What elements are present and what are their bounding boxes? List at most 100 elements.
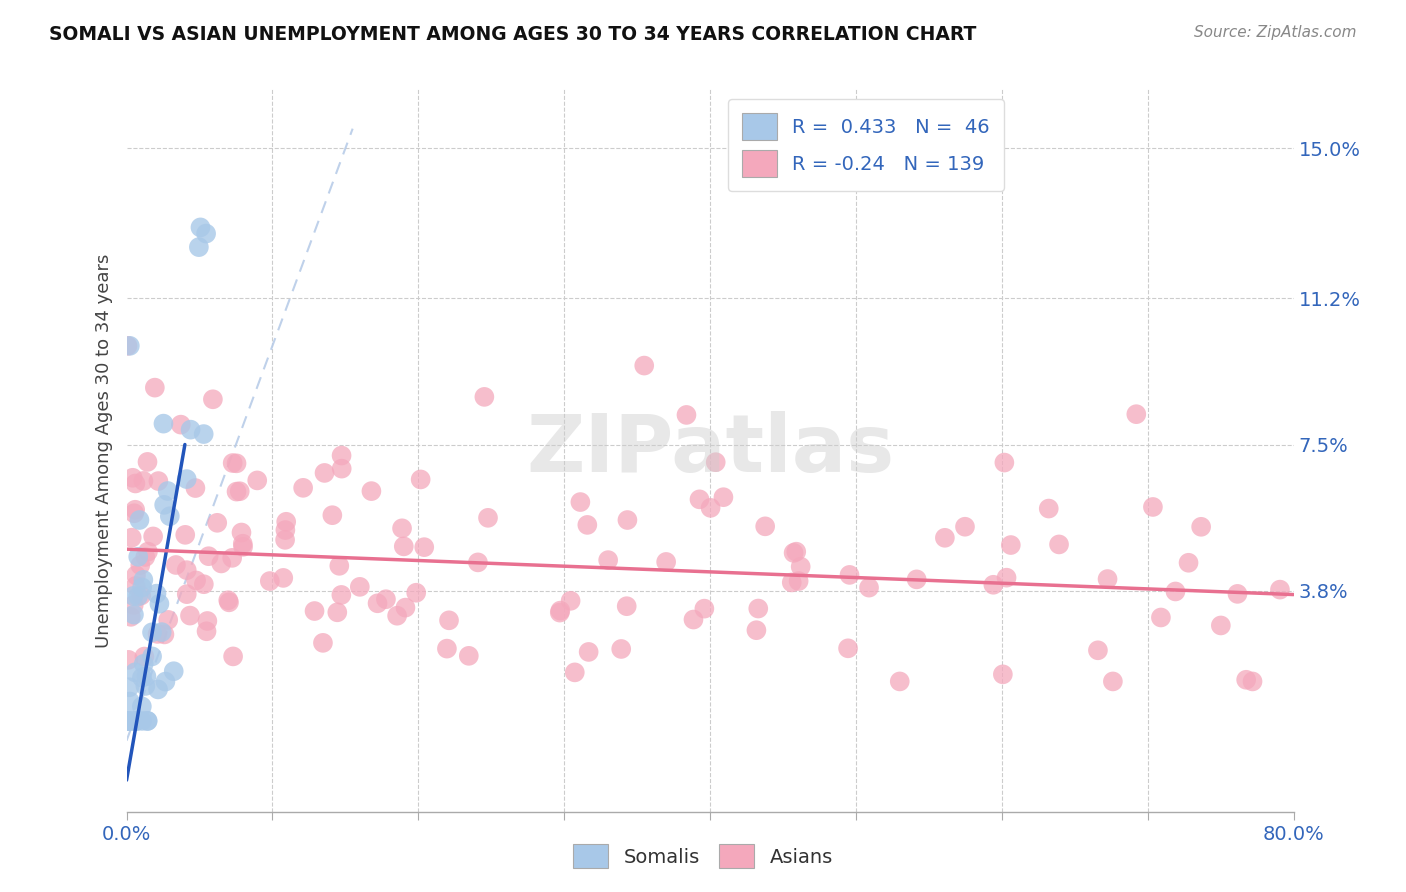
Point <box>195 614 218 628</box>
Point <box>312 636 335 650</box>
Point <box>610 642 633 657</box>
Point <box>132 573 155 587</box>
Point <box>176 563 198 577</box>
Point <box>785 544 807 558</box>
Point <box>184 574 207 588</box>
Point <box>118 694 141 708</box>
Point <box>991 667 1014 681</box>
Point <box>1000 538 1022 552</box>
Point <box>682 613 704 627</box>
Point <box>360 484 382 499</box>
Point <box>231 525 253 540</box>
Point <box>209 557 232 571</box>
Point <box>170 417 193 432</box>
Point <box>124 502 146 516</box>
Point <box>121 471 143 485</box>
Point <box>405 585 427 599</box>
Y-axis label: Unemployment Among Ages 30 to 34 years: Unemployment Among Ages 30 to 34 years <box>94 253 112 648</box>
Point <box>276 515 298 529</box>
Point <box>128 513 150 527</box>
Point <box>953 519 976 533</box>
Point <box>136 455 159 469</box>
Point <box>457 648 479 663</box>
Point <box>120 610 142 624</box>
Point <box>152 417 174 431</box>
Point <box>837 641 859 656</box>
Point <box>375 592 398 607</box>
Point <box>304 604 326 618</box>
Point <box>129 558 152 573</box>
Point <box>1102 674 1125 689</box>
Point <box>789 559 811 574</box>
Point <box>259 574 281 588</box>
Point <box>118 714 141 728</box>
Point <box>136 544 159 558</box>
Point <box>165 558 187 572</box>
Point <box>122 714 145 728</box>
Point <box>193 427 215 442</box>
Point <box>134 679 156 693</box>
Point <box>704 455 727 469</box>
Point <box>598 553 620 567</box>
Point <box>118 339 141 353</box>
Legend: Somalis, Asians: Somalis, Asians <box>564 835 842 878</box>
Point <box>195 624 218 639</box>
Point <box>124 476 146 491</box>
Point <box>218 595 240 609</box>
Point <box>120 714 142 728</box>
Point <box>409 472 432 486</box>
Point <box>550 604 572 618</box>
Text: ZIPatlas: ZIPatlas <box>526 411 894 490</box>
Point <box>179 608 201 623</box>
Point <box>163 664 186 678</box>
Point <box>117 339 139 353</box>
Point <box>477 511 499 525</box>
Point <box>1142 500 1164 514</box>
Point <box>117 714 139 728</box>
Point <box>564 665 586 680</box>
Point <box>1241 674 1264 689</box>
Point <box>122 589 145 603</box>
Point <box>190 220 212 235</box>
Point <box>436 641 458 656</box>
Point <box>560 594 582 608</box>
Point <box>713 490 735 504</box>
Point <box>141 649 163 664</box>
Point <box>122 607 145 622</box>
Point <box>127 549 149 564</box>
Point <box>217 593 239 607</box>
Point <box>655 555 678 569</box>
Point <box>118 680 141 694</box>
Point <box>569 495 592 509</box>
Point <box>246 474 269 488</box>
Point <box>187 240 209 254</box>
Point <box>134 549 156 564</box>
Point <box>145 587 167 601</box>
Point <box>153 627 176 641</box>
Point <box>221 550 243 565</box>
Point <box>385 608 408 623</box>
Point <box>330 461 353 475</box>
Point <box>142 529 165 543</box>
Point <box>180 423 202 437</box>
Text: SOMALI VS ASIAN UNEMPLOYMENT AMONG AGES 30 TO 34 YEARS CORRELATION CHART: SOMALI VS ASIAN UNEMPLOYMENT AMONG AGES … <box>49 25 977 44</box>
Point <box>328 558 350 573</box>
Point <box>131 581 153 595</box>
Point <box>1189 520 1212 534</box>
Point <box>229 484 252 499</box>
Point <box>232 537 254 551</box>
Point <box>576 517 599 532</box>
Point <box>122 506 145 520</box>
Point <box>326 605 349 619</box>
Point <box>124 579 146 593</box>
Point <box>193 577 215 591</box>
Point <box>858 581 880 595</box>
Point <box>1268 582 1291 597</box>
Point <box>983 578 1005 592</box>
Point <box>472 390 495 404</box>
Point <box>129 589 152 603</box>
Point <box>221 456 243 470</box>
Point <box>225 484 247 499</box>
Point <box>274 533 297 547</box>
Point <box>633 359 655 373</box>
